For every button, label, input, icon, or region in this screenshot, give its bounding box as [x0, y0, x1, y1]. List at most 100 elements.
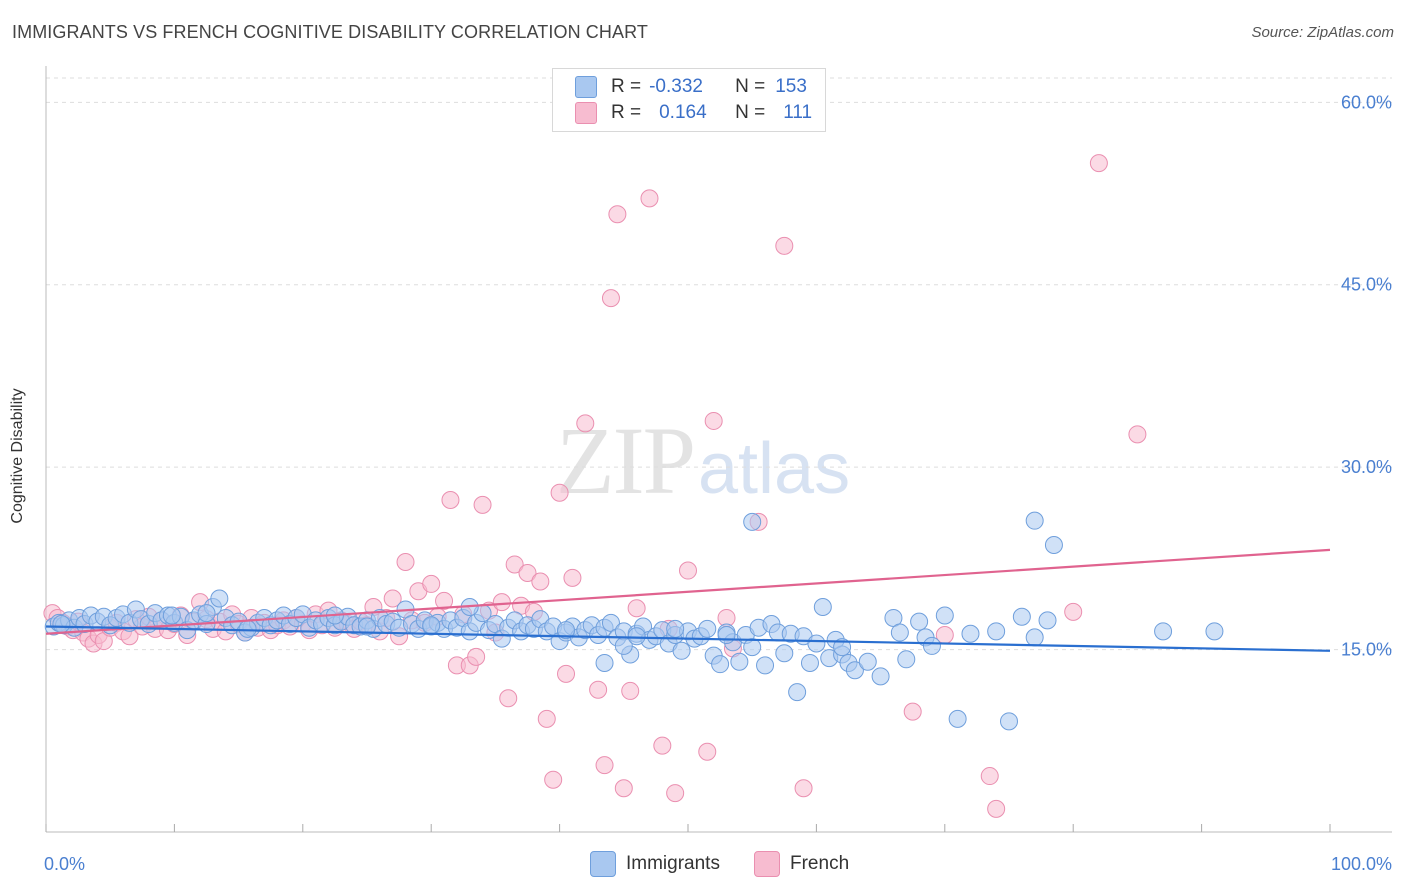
axes	[45, 66, 1392, 833]
french-point	[608, 205, 627, 224]
immigrants-point	[422, 616, 441, 635]
immigrants-trend-line	[45, 625, 1331, 652]
french-point	[544, 770, 563, 789]
french-point	[563, 568, 582, 587]
immigrants-point	[1025, 511, 1044, 530]
watermark-atlas: atlas	[698, 429, 851, 509]
legend-row-immigrants: R = -0.332 N = 153	[575, 75, 807, 99]
immigrants-point	[197, 604, 216, 623]
immigrants-point	[1038, 611, 1057, 630]
y-tick-label: 15.0%	[1341, 640, 1392, 660]
french-point	[614, 779, 633, 798]
french-point	[473, 495, 492, 514]
french-point	[557, 664, 576, 683]
source-credit: Source: ZipAtlas.com	[1251, 24, 1394, 41]
legend-item-french[interactable]: French	[754, 851, 849, 877]
immigrants-point	[813, 598, 832, 617]
immigrants-point	[1000, 712, 1018, 731]
immigrants-point	[672, 641, 691, 660]
correlation-legend: R = -0.332 N = 153 R = 0.164 N = 111	[552, 68, 826, 132]
immigrants-point	[1044, 535, 1063, 554]
french-point	[775, 236, 794, 255]
immigrants-point	[871, 667, 890, 686]
french-point	[537, 709, 556, 728]
french-point	[679, 561, 697, 580]
immigrants-point	[717, 625, 736, 644]
legend-n-value: 111	[783, 102, 813, 123]
series-legend: Immigrants French	[0, 851, 1406, 879]
legend-r-value: 0.164	[659, 102, 707, 123]
immigrants-point	[1012, 607, 1031, 626]
french-point	[640, 189, 659, 208]
french-point	[396, 553, 415, 572]
immigrants-point	[698, 619, 717, 638]
french-trend-line	[45, 548, 1331, 635]
french-point	[595, 756, 614, 775]
tick-labels: 15.0% 30.0% 45.0% 60.0% 0.0% 100.0%	[44, 92, 1392, 874]
immigrants-point	[595, 653, 614, 672]
immigrants-point	[557, 621, 576, 640]
immigrants-point	[910, 612, 929, 631]
french-point	[383, 589, 402, 608]
immigrants-point	[775, 644, 794, 663]
legend-n-label: N =	[735, 76, 766, 97]
immigrants-point	[833, 638, 852, 657]
immigrants-legend-swatch	[590, 851, 616, 877]
legend-n-label: N =	[735, 102, 766, 123]
legend-r-value: -0.332	[649, 76, 703, 97]
immigrants-swatch	[575, 76, 597, 98]
immigrants-point	[210, 589, 229, 608]
french-point	[980, 767, 999, 786]
french-point	[550, 483, 569, 502]
immigrants-point	[711, 655, 730, 674]
french-point	[653, 736, 672, 755]
legend-label-immigrants: Immigrants	[626, 853, 720, 874]
french-point	[698, 742, 717, 761]
legend-label-french: French	[790, 853, 850, 874]
french-point	[531, 572, 550, 591]
immigrants-point	[162, 606, 181, 625]
french-points	[43, 154, 1147, 818]
french-point	[467, 647, 486, 666]
french-point	[627, 599, 646, 618]
french-point	[1128, 425, 1147, 444]
french-point	[621, 681, 640, 700]
french-point	[499, 689, 518, 708]
immigrants-point	[743, 512, 762, 531]
immigrants-point	[800, 653, 819, 672]
immigrants-point	[935, 606, 954, 625]
french-swatch	[575, 102, 597, 124]
immigrants-point	[730, 652, 749, 671]
immigrants-point	[1205, 622, 1224, 641]
legend-r-label: R =	[611, 102, 642, 123]
immigrants-point	[1154, 622, 1173, 641]
watermark: ZIPatlas	[556, 405, 850, 516]
immigrants-point	[845, 661, 864, 680]
french-point	[492, 593, 511, 612]
y-tick-label: 30.0%	[1341, 457, 1392, 477]
immigrants-point	[948, 709, 967, 728]
french-point	[794, 779, 813, 798]
immigrants-point	[858, 652, 877, 671]
immigrants-point	[961, 624, 980, 643]
immigrants-point	[987, 622, 1006, 641]
french-point	[518, 563, 537, 582]
immigrants-point	[1025, 628, 1044, 647]
immigrants-point	[743, 638, 762, 657]
french-point	[704, 411, 723, 430]
chart-title: IMMIGRANTS VS FRENCH COGNITIVE DISABILIT…	[12, 22, 648, 42]
immigrants-point	[358, 617, 376, 636]
grid-lines	[46, 77, 1392, 651]
legend-item-immigrants[interactable]: Immigrants	[590, 851, 720, 877]
french-point	[601, 289, 620, 308]
x-tick-label: 100.0%	[1331, 854, 1392, 874]
y-tick-label: 45.0%	[1341, 275, 1392, 295]
french-point	[576, 414, 595, 433]
french-point	[589, 680, 608, 699]
legend-r-label: R =	[611, 76, 642, 97]
immigrants-point	[807, 634, 826, 653]
x-tick-label: 0.0%	[44, 854, 85, 874]
immigrants-point	[666, 619, 685, 638]
immigrants-point	[922, 636, 941, 655]
